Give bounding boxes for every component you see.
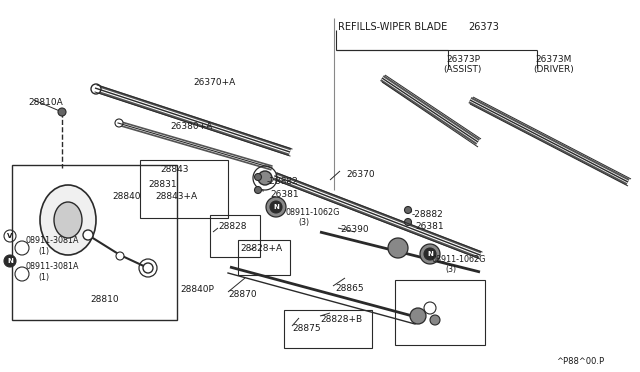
Circle shape (255, 173, 262, 180)
Text: (ASSIST): (ASSIST) (443, 65, 481, 74)
Text: 28843+A: 28843+A (155, 192, 197, 201)
Text: (DRIVER): (DRIVER) (533, 65, 573, 74)
Circle shape (255, 186, 262, 193)
Text: 26373P: 26373P (446, 55, 480, 64)
Text: N: N (427, 251, 433, 257)
Circle shape (270, 201, 282, 213)
Text: (3): (3) (298, 218, 309, 227)
Text: 26381: 26381 (415, 222, 444, 231)
Text: V: V (7, 233, 13, 239)
Text: 28840: 28840 (112, 192, 141, 201)
Text: 28865: 28865 (335, 284, 364, 293)
Bar (12, 165, 177, 320)
Circle shape (4, 255, 16, 267)
Text: 28810: 28810 (90, 295, 118, 304)
Circle shape (266, 197, 286, 217)
Text: N: N (273, 204, 279, 210)
Bar (284, 310, 372, 348)
Text: 26373: 26373 (468, 22, 499, 32)
Text: 28840P: 28840P (180, 285, 214, 294)
Text: 28828+A: 28828+A (240, 244, 282, 253)
Text: 08911-3081A: 08911-3081A (26, 262, 79, 271)
Text: 28831: 28831 (148, 180, 177, 189)
Circle shape (430, 315, 440, 325)
Circle shape (15, 267, 29, 281)
Text: 28875: 28875 (292, 324, 321, 333)
Circle shape (404, 218, 412, 225)
Text: 26381: 26381 (270, 190, 299, 199)
Circle shape (258, 171, 272, 185)
Text: 28828+B: 28828+B (320, 315, 362, 324)
Text: -28882: -28882 (267, 177, 299, 186)
Text: 08911-3081A: 08911-3081A (26, 236, 79, 245)
Bar (140, 160, 228, 218)
Text: 08911-1062G: 08911-1062G (432, 255, 486, 264)
Text: 26390: 26390 (340, 225, 369, 234)
Text: ^P88^00.P: ^P88^00.P (556, 357, 604, 366)
Circle shape (404, 206, 412, 214)
Text: 28870: 28870 (228, 290, 257, 299)
Circle shape (58, 108, 66, 116)
Text: 28810A: 28810A (28, 98, 63, 107)
Circle shape (116, 252, 124, 260)
Circle shape (424, 248, 436, 260)
Text: (3): (3) (445, 265, 456, 274)
Ellipse shape (54, 202, 82, 238)
Text: (1): (1) (38, 247, 49, 256)
Circle shape (420, 244, 440, 264)
Text: REFILLS-WIPER BLADE: REFILLS-WIPER BLADE (338, 22, 447, 32)
Circle shape (143, 263, 153, 273)
Circle shape (388, 238, 408, 258)
Text: 26373M: 26373M (535, 55, 572, 64)
Ellipse shape (40, 185, 96, 255)
Text: 26370+A: 26370+A (193, 78, 236, 87)
Text: 28843: 28843 (160, 165, 189, 174)
Text: -28882: -28882 (412, 210, 444, 219)
Bar (395, 280, 485, 345)
Circle shape (83, 230, 93, 240)
Circle shape (410, 308, 426, 324)
Text: (1): (1) (38, 273, 49, 282)
Bar (210, 215, 260, 257)
Text: 26380+A: 26380+A (170, 122, 212, 131)
Circle shape (15, 241, 29, 255)
Text: 28828: 28828 (218, 222, 246, 231)
Circle shape (115, 119, 123, 127)
Text: 08911-1062G: 08911-1062G (285, 208, 339, 217)
Text: N: N (7, 258, 13, 264)
Text: 26370: 26370 (346, 170, 374, 179)
Circle shape (91, 84, 101, 94)
Bar (238, 240, 290, 275)
